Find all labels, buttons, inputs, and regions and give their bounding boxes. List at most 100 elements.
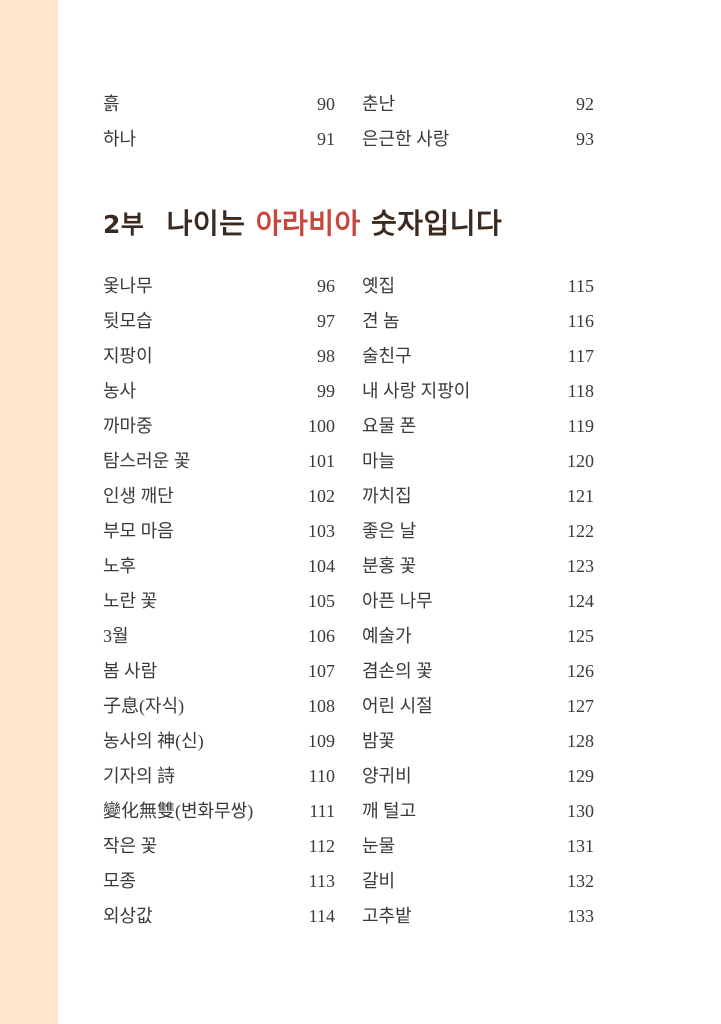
toc-entry-page: 100	[308, 416, 335, 436]
toc-entry-page: 119	[567, 416, 594, 436]
toc-row: 농사의 神(신) 109 밤꽃 128	[103, 724, 594, 759]
toc-entry-title[interactable]: 봄 사람	[103, 661, 158, 681]
toc-entry-title[interactable]: 견 놈	[362, 311, 400, 331]
toc-row: 외상값 114 고추밭 133	[103, 899, 594, 934]
toc-entry-title[interactable]: 갈비	[362, 871, 396, 891]
toc-entry-page: 93	[576, 129, 594, 149]
toc-entry-page: 109	[308, 731, 335, 751]
toc-entry-page: 123	[567, 556, 594, 576]
toc-entry-page: 90	[317, 94, 335, 114]
toc-row: 하나 91 은근한 사랑 93	[103, 122, 594, 157]
toc-entry-page: 115	[567, 276, 594, 296]
toc-entry-title[interactable]: 농사	[103, 381, 137, 401]
toc-row: 부모 마음 103 좋은 날 122	[103, 514, 594, 549]
toc-entry-page: 97	[317, 311, 335, 331]
toc-entry-title[interactable]: 밤꽃	[362, 731, 396, 751]
toc-entry-title[interactable]: 눈물	[362, 836, 396, 856]
toc-entry-title[interactable]: 작은 꽃	[103, 836, 158, 856]
toc-entry-title[interactable]: 變化無雙(변화무쌍)	[103, 801, 254, 821]
toc-entry-page: 105	[308, 591, 335, 611]
toc-entry-page: 118	[567, 381, 594, 401]
toc-entry-title[interactable]: 기자의 詩	[103, 766, 176, 786]
toc-entry-title[interactable]: 아픈 나무	[362, 591, 433, 611]
toc-entry-page: 96	[317, 276, 335, 296]
toc-entry-title[interactable]: 양귀비	[362, 766, 412, 786]
toc-entry-page: 127	[567, 696, 594, 716]
toc-entry-title[interactable]: 겸손의 꽃	[362, 661, 433, 681]
toc-entry-page: 122	[567, 521, 594, 541]
toc-entry-title[interactable]: 하나	[103, 129, 137, 149]
toc-entry-title[interactable]: 까치집	[362, 486, 412, 506]
toc-entry-title[interactable]: 술친구	[362, 346, 412, 366]
toc-entry-page: 107	[308, 661, 335, 681]
toc-entry-title[interactable]: 내 사랑 지팡이	[362, 381, 471, 401]
toc-entry-title[interactable]: 농사의 神(신)	[103, 731, 204, 751]
section-title-before: 나이는	[166, 207, 246, 240]
section-part-label: 2부	[103, 210, 145, 239]
toc-entry-title[interactable]: 노후	[103, 556, 137, 576]
toc-entry-page: 98	[317, 346, 335, 366]
toc-entry-page: 133	[567, 906, 594, 926]
toc-row: 농사 99 내 사랑 지팡이 118	[103, 374, 594, 409]
toc-entry-page: 124	[567, 591, 594, 611]
toc-entry-page: 131	[567, 836, 594, 856]
toc-top-list: 흙 90 춘난 92 하나 91 은근한 사랑 93	[103, 87, 594, 157]
toc-entry-title[interactable]: 탐스러운 꽃	[103, 451, 191, 471]
toc-entry-title[interactable]: 요물 폰	[362, 416, 417, 436]
toc-entry-title[interactable]: 부모 마음	[103, 521, 174, 541]
toc-entry-page: 126	[567, 661, 594, 681]
toc-row: 3월 106 예술가 125	[103, 619, 594, 654]
toc-entry-page: 117	[567, 346, 594, 366]
toc-entry-title[interactable]: 뒷모습	[103, 311, 153, 331]
toc-entry-title[interactable]: 좋은 날	[362, 521, 417, 541]
toc-entry-page: 116	[567, 311, 594, 331]
toc-entry-title[interactable]: 지팡이	[103, 346, 153, 366]
toc-entry-page: 99	[317, 381, 335, 401]
toc-entry-title[interactable]: 마늘	[362, 451, 396, 471]
toc-row: 지팡이 98 술친구 117	[103, 339, 594, 374]
section-title-highlight: 아라비아	[255, 207, 361, 240]
toc-entry-page: 103	[308, 521, 335, 541]
toc-entry-title[interactable]: 춘난	[362, 94, 396, 114]
toc-entry-title[interactable]: 흙	[103, 94, 120, 114]
toc-entry-title[interactable]: 인생 깨단	[103, 486, 174, 506]
toc-row: 탐스러운 꽃 101 마늘 120	[103, 444, 594, 479]
toc-entry-title[interactable]: 어린 시절	[362, 696, 433, 716]
toc-row: 모종 113 갈비 132	[103, 864, 594, 899]
toc-row: 작은 꽃 112 눈물 131	[103, 829, 594, 864]
page-margin-strip	[0, 0, 58, 1024]
toc-row: 옻나무 96 옛집 115	[103, 269, 594, 304]
toc-entry-page: 102	[308, 486, 335, 506]
toc-entry-title[interactable]: 은근한 사랑	[362, 129, 450, 149]
toc-entry-page: 130	[567, 801, 594, 821]
toc-entry-title[interactable]: 옛집	[362, 276, 396, 296]
toc-row: 노란 꽃 105 아픈 나무 124	[103, 584, 594, 619]
toc-entry-title[interactable]: 까마중	[103, 416, 153, 436]
toc-row: 봄 사람 107 겸손의 꽃 126	[103, 654, 594, 689]
section-title-after: 숫자입니다	[370, 207, 503, 240]
toc-entry-page: 108	[308, 696, 335, 716]
toc-entry-page: 91	[317, 129, 335, 149]
toc-entry-title[interactable]: 예술가	[362, 626, 412, 646]
toc-section-list: 옻나무 96 옛집 115 뒷모습 97 견 놈 116 지팡이 98 술친구 117 농사 99 내 사랑…	[103, 269, 594, 934]
toc-entry-page: 132	[567, 871, 594, 891]
toc-row: 뒷모습 97 견 놈 116	[103, 304, 594, 339]
toc-entry-page: 110	[308, 766, 335, 786]
toc-row: 子息(자식) 108 어린 시절 127	[103, 689, 594, 724]
toc-entry-title[interactable]: 외상값	[103, 906, 153, 926]
toc-entry-title[interactable]: 깨 털고	[362, 801, 417, 821]
toc-entry-title[interactable]: 고추밭	[362, 906, 412, 926]
toc-entry-title[interactable]: 子息(자식)	[103, 696, 185, 716]
toc-entry-page: 125	[567, 626, 594, 646]
toc-entry-page: 120	[567, 451, 594, 471]
toc-entry-title[interactable]: 노란 꽃	[103, 591, 158, 611]
toc-entry-page: 112	[308, 836, 335, 856]
toc-entry-title[interactable]: 모종	[103, 871, 137, 891]
toc-entry-title[interactable]: 분홍 꽃	[362, 556, 417, 576]
toc-entry-title[interactable]: 3월	[103, 626, 129, 646]
toc-entry-title[interactable]: 옻나무	[103, 276, 153, 296]
toc-row: 흙 90 춘난 92	[103, 87, 594, 122]
toc-row: 인생 깨단 102 까치집 121	[103, 479, 594, 514]
toc-entry-page: 121	[567, 486, 594, 506]
toc-entry-page: 111	[309, 801, 335, 821]
